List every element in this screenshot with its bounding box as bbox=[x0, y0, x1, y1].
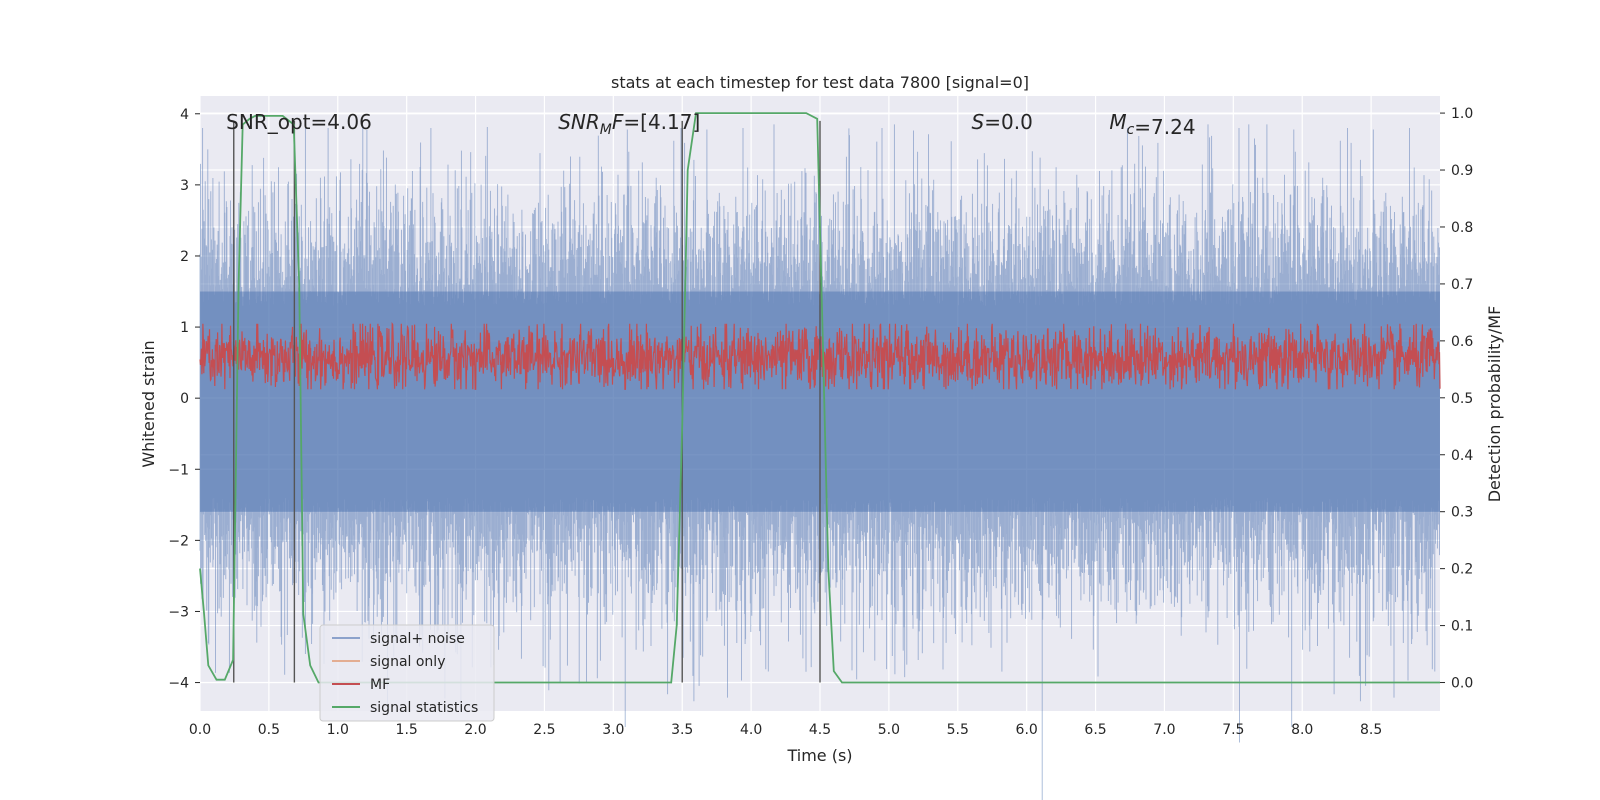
x-tick-label: 3.5 bbox=[671, 722, 693, 738]
left-y-tick-label: −3 bbox=[168, 604, 189, 620]
right-y-tick-label: 0.0 bbox=[1451, 676, 1473, 692]
x-tick-label: 7.5 bbox=[1222, 722, 1244, 738]
x-tick-label: 2.0 bbox=[464, 722, 486, 738]
x-axis-label: Time (s) bbox=[786, 746, 852, 765]
chart-title: stats at each timestep for test data 780… bbox=[611, 73, 1029, 92]
x-tick-label: 8.5 bbox=[1360, 722, 1382, 738]
right-y-tick-label: 0.2 bbox=[1451, 562, 1473, 578]
right-y-tick-label: 0.8 bbox=[1451, 220, 1473, 236]
right-y-tick-label: 0.5 bbox=[1451, 391, 1473, 407]
signal-statistics-series bbox=[199, 112, 1440, 684]
annotation-text: SNR_opt=4.06 bbox=[226, 110, 372, 134]
x-tick-label: 5.5 bbox=[947, 722, 969, 738]
legend-label-signal-noise: signal+ noise bbox=[370, 631, 465, 647]
left-y-tick-label: −1 bbox=[168, 462, 189, 478]
left-y-tick-label: 0 bbox=[180, 391, 189, 407]
left-y-tick-label: 3 bbox=[180, 178, 189, 194]
x-tick-label: 6.5 bbox=[1084, 722, 1106, 738]
right-y-tick-label: 0.4 bbox=[1451, 448, 1473, 464]
x-tick-label: 3.0 bbox=[602, 722, 624, 738]
right-y-tick-label: 0.6 bbox=[1451, 334, 1473, 350]
x-tick-label: 4.0 bbox=[740, 722, 762, 738]
annotation-text: S=0.0 bbox=[972, 110, 1033, 134]
right-y-tick-label: 0.7 bbox=[1451, 277, 1473, 293]
x-tick-label: 2.5 bbox=[533, 722, 555, 738]
left-y-tick-label: 1 bbox=[180, 320, 189, 336]
legend: signal+ noise signal only MF signal stat… bbox=[319, 624, 495, 722]
right-y-tick-label: 0.9 bbox=[1451, 163, 1473, 179]
right-y-tick-label: 0.1 bbox=[1451, 619, 1473, 635]
right-y-tick-label: 0.3 bbox=[1451, 505, 1473, 521]
right-y-tick-label: 1.0 bbox=[1451, 106, 1473, 122]
left-y-tick-label: −2 bbox=[168, 533, 189, 549]
legend-box bbox=[319, 624, 495, 722]
x-tick-label: 1.5 bbox=[396, 722, 418, 738]
x-tick-label: 4.5 bbox=[809, 722, 831, 738]
x-tick-labels: 0.0 0.5 1.0 1.5 2.0 2.5 3.0 3.5 4.0 4.5 5.0 5.5 6.0 6… bbox=[189, 722, 1382, 738]
left-y-tick-labels: −4 −3 −2 −1 0 1 2 3 4 bbox=[168, 107, 200, 692]
x-tick-label: 8.0 bbox=[1291, 722, 1313, 738]
legend-label-mf: MF bbox=[370, 677, 390, 693]
legend-label-signal-only: signal only bbox=[370, 654, 445, 670]
left-y-tick-label: 2 bbox=[180, 249, 189, 265]
right-y-axis-label: Detection probability/MF bbox=[1485, 306, 1504, 503]
left-y-tick-label: 4 bbox=[180, 107, 189, 123]
x-tick-label: 6.0 bbox=[1016, 722, 1038, 738]
x-tick-label: 5.0 bbox=[878, 722, 900, 738]
x-tick-label: 0.0 bbox=[189, 722, 211, 738]
left-y-tick-label: −4 bbox=[168, 676, 189, 692]
annotation-text: Mc=7.24 bbox=[1109, 110, 1195, 139]
annotations: SNR_opt=4.06 SNRMF=[4.17] S=0.0 Mc=7.24 bbox=[226, 110, 1195, 139]
x-tick-label: 7.0 bbox=[1153, 722, 1175, 738]
right-y-tick-labels: 0.0 0.1 0.2 0.3 0.4 0.5 0.6 0.7 0.8 0.9 1.0 bbox=[1440, 106, 1473, 692]
annotation-text: SNRMF=[4.17] bbox=[558, 110, 700, 138]
x-tick-label: 0.5 bbox=[258, 722, 280, 738]
x-tick-label: 1.0 bbox=[327, 722, 349, 738]
signal-statistics-line bbox=[199, 112, 1440, 684]
legend-label-signal-statistics: signal statistics bbox=[370, 700, 478, 716]
left-y-axis-label: Whitened strain bbox=[139, 340, 158, 467]
